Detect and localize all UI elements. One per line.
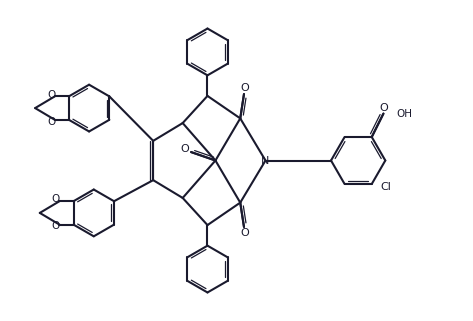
Text: O: O — [47, 90, 55, 100]
Text: O: O — [241, 228, 249, 238]
Text: Cl: Cl — [380, 182, 391, 192]
Text: OH: OH — [396, 108, 412, 118]
Text: O: O — [241, 83, 249, 93]
Text: O: O — [47, 117, 55, 127]
Text: O: O — [52, 194, 60, 204]
Text: O: O — [52, 221, 60, 231]
Text: O: O — [180, 144, 189, 154]
Text: O: O — [379, 102, 388, 113]
Text: N: N — [261, 156, 269, 166]
